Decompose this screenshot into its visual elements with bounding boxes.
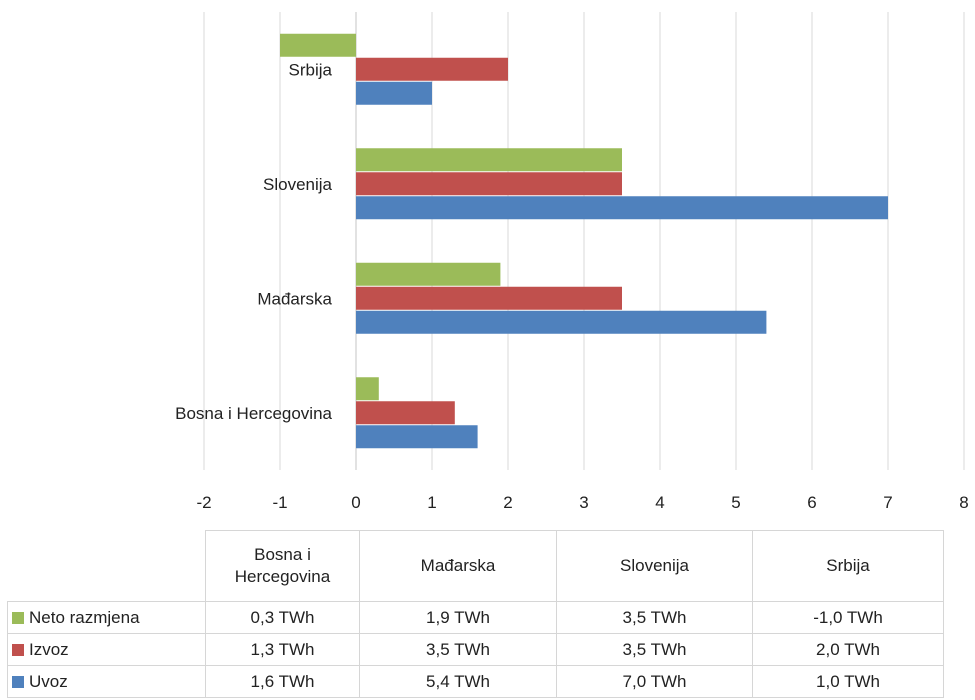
data-table-cell: -1,0 TWh	[752, 601, 944, 634]
bar	[356, 310, 767, 334]
data-table-header-madarska: Mađarska	[359, 530, 557, 602]
bar	[356, 401, 455, 425]
data-table-cell: 3,5 TWh	[556, 601, 753, 634]
x-tick-label: 2	[503, 493, 512, 512]
bar	[356, 425, 478, 449]
bar	[356, 377, 379, 401]
bars	[280, 33, 888, 449]
data-table-cell: 3,5 TWh	[359, 633, 557, 666]
data-table-header-srbija: Srbija	[752, 530, 944, 602]
x-tick-label: 8	[959, 493, 968, 512]
bar	[356, 148, 622, 172]
legend-label-neto: Neto razmjena	[29, 607, 140, 627]
data-table-header-slovenija: Slovenija	[556, 530, 753, 602]
category-label: Mađarska	[257, 289, 332, 308]
legend-swatch-neto	[12, 611, 24, 624]
legend-swatch-uvoz	[12, 675, 24, 688]
category-label: Slovenija	[263, 175, 333, 194]
x-tick-label: 6	[807, 493, 816, 512]
legend-entry-neto: Neto razmjena	[7, 601, 206, 634]
bar	[280, 33, 356, 57]
bar	[356, 172, 622, 196]
data-table-cell: 0,3 TWh	[205, 601, 360, 634]
x-tick-label: 5	[731, 493, 740, 512]
x-tick-label: 0	[351, 493, 360, 512]
data-table-cell: 1,6 TWh	[205, 665, 360, 698]
bar	[356, 81, 432, 105]
gridlines	[203, 12, 965, 470]
category-labels: Bosna i Hercegovina Mađarska Slovenija Srbi…	[175, 60, 332, 423]
data-table-row-izvoz: Izvoz 1,3 TWh 3,5 TWh 3,5 TWh 2,0 TWh	[7, 633, 944, 666]
data-table-corner	[7, 530, 206, 602]
data-table-cell: 3,5 TWh	[556, 633, 753, 666]
data-table-cell: 5,4 TWh	[359, 665, 557, 698]
x-tick-label: 1	[427, 493, 436, 512]
x-tick-label: 7	[883, 493, 892, 512]
x-tick-labels: -2 -1 0 1 2 3 4 5 6 7 8	[196, 493, 968, 512]
x-tick-label: 4	[655, 493, 664, 512]
data-table-cell: 1,9 TWh	[359, 601, 557, 634]
data-table-header-bih: Bosna i Hercegovina	[205, 530, 360, 602]
bar	[356, 286, 622, 310]
data-table-cell: 1,3 TWh	[205, 633, 360, 666]
legend-entry-uvoz: Uvoz	[7, 665, 206, 698]
x-tick-label: -1	[272, 493, 287, 512]
legend-label-uvoz: Uvoz	[29, 671, 68, 691]
bar	[356, 196, 888, 220]
legend-swatch-izvoz	[12, 643, 24, 656]
data-table-cell: 7,0 TWh	[556, 665, 753, 698]
legend-entry-izvoz: Izvoz	[7, 633, 206, 666]
legend-label-izvoz: Izvoz	[29, 639, 69, 659]
bar	[356, 262, 501, 286]
category-label: Srbija	[289, 60, 333, 79]
data-table-cell: 2,0 TWh	[752, 633, 944, 666]
x-tick-label: -2	[196, 493, 211, 512]
data-table-row-neto: Neto razmjena 0,3 TWh 1,9 TWh 3,5 TWh -1…	[7, 601, 944, 634]
data-table-header-row: Bosna i Hercegovina Mađarska Slovenija S…	[7, 530, 944, 602]
data-table-row-uvoz: Uvoz 1,6 TWh 5,4 TWh 7,0 TWh 1,0 TWh	[7, 665, 944, 698]
bar-chart: Bosna i Hercegovina Mađarska Slovenija Srbi…	[175, 12, 969, 512]
bar	[356, 57, 508, 81]
x-tick-label: 3	[579, 493, 588, 512]
category-label: Bosna i Hercegovina	[175, 404, 332, 423]
data-table-cell: 1,0 TWh	[752, 665, 944, 698]
data-table: Bosna i Hercegovina Mađarska Slovenija S…	[7, 530, 944, 698]
